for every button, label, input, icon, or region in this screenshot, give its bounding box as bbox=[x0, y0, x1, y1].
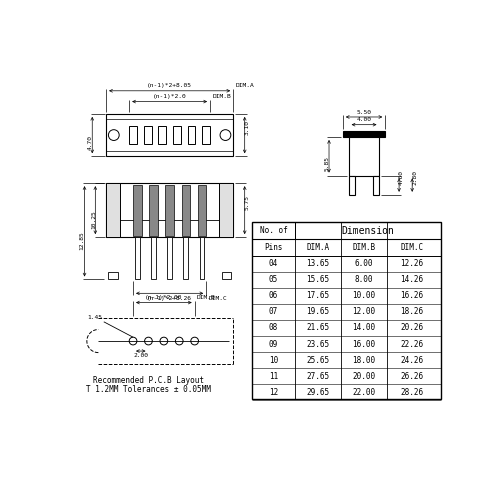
Text: 04: 04 bbox=[269, 259, 278, 268]
Bar bbox=[151, 237, 156, 280]
Text: 05: 05 bbox=[269, 275, 278, 284]
Bar bbox=[173, 126, 181, 144]
Text: 5.75: 5.75 bbox=[244, 195, 250, 210]
Bar bbox=[220, 183, 233, 237]
Text: 4.00: 4.00 bbox=[356, 118, 372, 122]
Text: DIM.A: DIM.A bbox=[306, 243, 330, 252]
Text: (n-1)*2.00: (n-1)*2.00 bbox=[145, 295, 182, 300]
Bar bbox=[374, 176, 380, 195]
Text: 12.85: 12.85 bbox=[80, 232, 84, 250]
Bar bbox=[348, 137, 380, 175]
Text: 17.65: 17.65 bbox=[306, 292, 330, 300]
Text: 12: 12 bbox=[269, 388, 278, 397]
Bar bbox=[200, 237, 204, 280]
Text: 21.65: 21.65 bbox=[306, 324, 330, 332]
Text: 10.00: 10.00 bbox=[352, 292, 376, 300]
Text: (n-1)*2+8.05: (n-1)*2+8.05 bbox=[147, 84, 192, 88]
Text: 24.26: 24.26 bbox=[400, 356, 423, 364]
Text: (n-1)*2.0: (n-1)*2.0 bbox=[153, 94, 186, 100]
Text: 15.65: 15.65 bbox=[306, 275, 330, 284]
Text: DIM.C: DIM.C bbox=[400, 243, 423, 252]
Text: T 1.2MM Tolerances ± 0.05MM: T 1.2MM Tolerances ± 0.05MM bbox=[86, 385, 211, 394]
Text: 28.26: 28.26 bbox=[400, 388, 423, 397]
Text: 22.00: 22.00 bbox=[352, 388, 376, 397]
Text: No. of: No. of bbox=[260, 226, 287, 235]
Text: 5.50: 5.50 bbox=[356, 110, 372, 114]
Bar bbox=[182, 184, 190, 236]
Bar bbox=[106, 114, 233, 156]
Text: (n-1)*2+8.26: (n-1)*2+8.26 bbox=[147, 296, 192, 300]
Bar bbox=[106, 183, 120, 237]
Text: 16.26: 16.26 bbox=[400, 292, 423, 300]
Text: 16.00: 16.00 bbox=[352, 340, 376, 348]
Text: Recommended P.C.B Layout: Recommended P.C.B Layout bbox=[93, 376, 204, 384]
Text: 6.00: 6.00 bbox=[355, 259, 374, 268]
Text: 27.65: 27.65 bbox=[306, 372, 330, 381]
Text: 18.26: 18.26 bbox=[400, 308, 423, 316]
Text: Pins: Pins bbox=[264, 243, 283, 252]
Text: DIM.C: DIM.C bbox=[208, 296, 228, 300]
Text: 14.00: 14.00 bbox=[352, 324, 376, 332]
Text: 3.10: 3.10 bbox=[244, 120, 250, 135]
Bar bbox=[135, 237, 140, 280]
Bar bbox=[222, 272, 231, 280]
Bar bbox=[184, 237, 188, 280]
Text: 1.45: 1.45 bbox=[88, 316, 102, 320]
Text: DIM.B: DIM.B bbox=[197, 295, 216, 300]
Text: 09: 09 bbox=[269, 340, 278, 348]
Bar bbox=[188, 126, 196, 144]
Text: 5.85: 5.85 bbox=[324, 156, 329, 171]
Bar bbox=[166, 184, 174, 236]
Bar bbox=[144, 126, 152, 144]
Text: DIM.A: DIM.A bbox=[236, 84, 254, 88]
Text: DIM.B: DIM.B bbox=[352, 243, 376, 252]
Text: 26.26: 26.26 bbox=[400, 372, 423, 381]
Text: 2.80: 2.80 bbox=[412, 170, 417, 185]
Text: 07: 07 bbox=[269, 308, 278, 316]
Text: 19.65: 19.65 bbox=[306, 308, 330, 316]
Bar bbox=[343, 131, 385, 137]
Text: 4.70: 4.70 bbox=[88, 135, 92, 150]
Text: Dimension: Dimension bbox=[342, 226, 394, 235]
Bar bbox=[168, 237, 172, 280]
Text: 8.00: 8.00 bbox=[355, 275, 374, 284]
Bar bbox=[106, 183, 233, 237]
Bar bbox=[252, 222, 441, 399]
Text: 18.00: 18.00 bbox=[352, 356, 376, 364]
Bar bbox=[348, 176, 355, 195]
Text: 20.26: 20.26 bbox=[400, 324, 423, 332]
Text: 13.65: 13.65 bbox=[306, 259, 330, 268]
Text: 14.26: 14.26 bbox=[400, 275, 423, 284]
Text: DIM.B: DIM.B bbox=[212, 94, 231, 100]
Text: 11: 11 bbox=[269, 372, 278, 381]
Text: 2.00: 2.00 bbox=[133, 354, 148, 358]
Text: 12.26: 12.26 bbox=[400, 259, 423, 268]
Text: 08: 08 bbox=[269, 324, 278, 332]
Text: 10.25: 10.25 bbox=[92, 210, 96, 229]
Text: 06: 06 bbox=[269, 292, 278, 300]
Bar bbox=[198, 184, 206, 236]
Text: 4.60: 4.60 bbox=[399, 170, 404, 185]
Text: 10: 10 bbox=[269, 356, 278, 364]
Bar bbox=[202, 126, 210, 144]
Text: 22.26: 22.26 bbox=[400, 340, 423, 348]
Text: 25.65: 25.65 bbox=[306, 356, 330, 364]
Bar bbox=[158, 126, 166, 144]
Text: 12.00: 12.00 bbox=[352, 308, 376, 316]
Bar bbox=[129, 126, 137, 144]
Bar bbox=[108, 272, 118, 280]
Text: 23.65: 23.65 bbox=[306, 340, 330, 348]
Bar bbox=[149, 184, 158, 236]
Bar bbox=[133, 184, 141, 236]
Text: 20.00: 20.00 bbox=[352, 372, 376, 381]
Text: 29.65: 29.65 bbox=[306, 388, 330, 397]
